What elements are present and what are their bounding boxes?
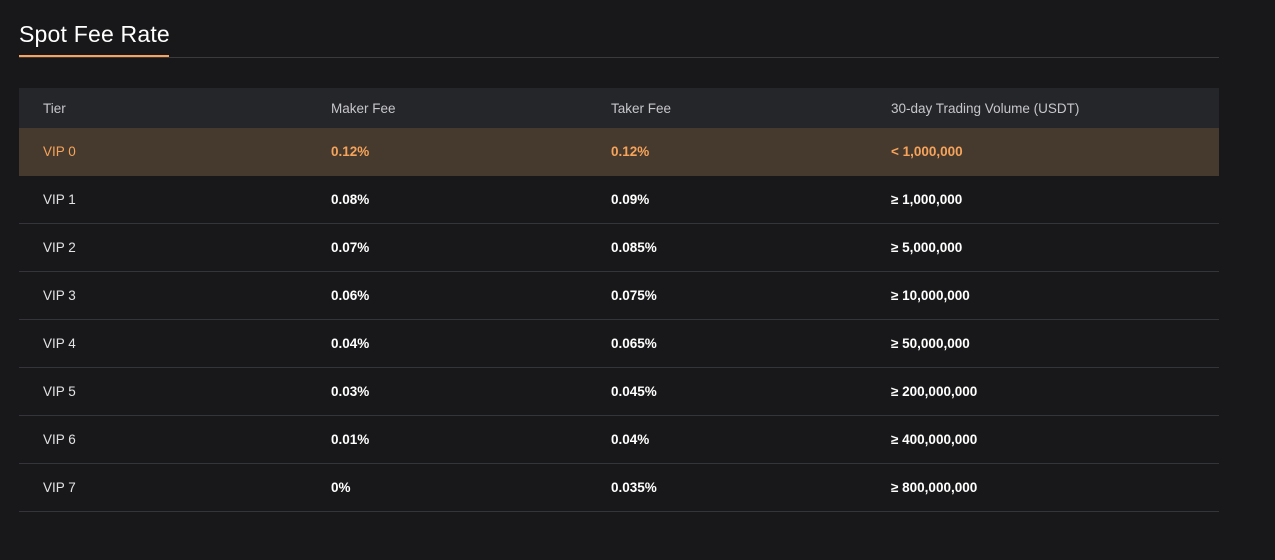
taker-fee-cell: 0.04%	[611, 415, 891, 464]
taker-fee-cell: 0.045%	[611, 367, 891, 416]
table-row: VIP 6 0.01% 0.04% ≥ 400,000,000	[19, 415, 1219, 464]
taker-fee-cell: 0.065%	[611, 319, 891, 368]
tier-cell: VIP 4	[19, 319, 331, 368]
table-row: VIP 7 0% 0.035% ≥ 800,000,000	[19, 463, 1219, 512]
tab-spot-fee-rate[interactable]: Spot Fee Rate	[19, 19, 170, 57]
table-row: VIP 2 0.07% 0.085% ≥ 5,000,000	[19, 223, 1219, 272]
column-header-trading-volume: 30-day Trading Volume (USDT)	[891, 88, 1219, 128]
table-row: VIP 3 0.06% 0.075% ≥ 10,000,000	[19, 271, 1219, 320]
active-tab-underline	[19, 55, 169, 57]
tier-cell: VIP 1	[19, 175, 331, 224]
table-row: VIP 5 0.03% 0.045% ≥ 200,000,000	[19, 367, 1219, 416]
maker-fee-cell: 0.04%	[331, 319, 611, 368]
section-title: Spot Fee Rate	[19, 21, 170, 47]
maker-fee-cell: 0.07%	[331, 223, 611, 272]
fee-rate-table: Tier Maker Fee Taker Fee 30-day Trading …	[19, 88, 1219, 512]
taker-fee-cell: 0.09%	[611, 175, 891, 224]
volume-cell: ≥ 5,000,000	[891, 223, 1219, 272]
tier-cell: VIP 7	[19, 463, 331, 512]
volume-cell: ≥ 50,000,000	[891, 319, 1219, 368]
volume-cell: ≥ 200,000,000	[891, 367, 1219, 416]
maker-fee-cell: 0%	[331, 463, 611, 512]
table-row-current-tier: VIP 0 0.12% 0.12% < 1,000,000	[19, 128, 1219, 176]
volume-cell: ≥ 400,000,000	[891, 415, 1219, 464]
tier-cell: VIP 3	[19, 271, 331, 320]
taker-fee-cell: 0.12%	[611, 128, 891, 176]
maker-fee-cell: 0.06%	[331, 271, 611, 320]
maker-fee-cell: 0.08%	[331, 175, 611, 224]
tier-cell: VIP 6	[19, 415, 331, 464]
table-header-row: Tier Maker Fee Taker Fee 30-day Trading …	[19, 88, 1219, 128]
volume-cell: ≥ 800,000,000	[891, 463, 1219, 512]
section-tab-bar: Spot Fee Rate	[19, 0, 1219, 58]
tier-cell: VIP 5	[19, 367, 331, 416]
maker-fee-cell: 0.03%	[331, 367, 611, 416]
column-header-tier: Tier	[19, 88, 331, 128]
volume-cell: ≥ 1,000,000	[891, 175, 1219, 224]
tier-cell: VIP 0	[19, 128, 331, 176]
taker-fee-cell: 0.035%	[611, 463, 891, 512]
volume-cell: ≥ 10,000,000	[891, 271, 1219, 320]
maker-fee-cell: 0.12%	[331, 128, 611, 176]
column-header-maker-fee: Maker Fee	[331, 88, 611, 128]
volume-cell: < 1,000,000	[891, 128, 1219, 176]
table-row: VIP 1 0.08% 0.09% ≥ 1,000,000	[19, 175, 1219, 224]
taker-fee-cell: 0.075%	[611, 271, 891, 320]
maker-fee-cell: 0.01%	[331, 415, 611, 464]
tier-cell: VIP 2	[19, 223, 331, 272]
table-row: VIP 4 0.04% 0.065% ≥ 50,000,000	[19, 319, 1219, 368]
column-header-taker-fee: Taker Fee	[611, 88, 891, 128]
taker-fee-cell: 0.085%	[611, 223, 891, 272]
